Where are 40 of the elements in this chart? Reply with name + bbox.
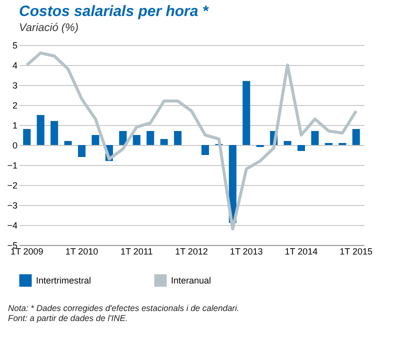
bar xyxy=(119,131,127,145)
bar xyxy=(160,139,168,145)
legend-label: Intertrimestral xyxy=(36,276,92,286)
y-tick-label: −2 xyxy=(7,180,18,190)
bar xyxy=(92,135,100,145)
x-tick-label: 1T 2013 xyxy=(230,246,263,256)
bar xyxy=(132,135,140,145)
legend-label: Interanual xyxy=(171,276,212,286)
y-tick-label: 4 xyxy=(12,60,18,70)
y-tick-label: 3 xyxy=(12,80,18,90)
bar xyxy=(311,131,319,145)
x-tick-label: 1T 2010 xyxy=(65,246,98,256)
x-tick-label: 1T 2011 xyxy=(120,246,153,256)
y-tick-label: 5 xyxy=(12,40,18,50)
bar xyxy=(50,121,58,145)
y-tick-label: −4 xyxy=(7,220,18,230)
y-tick-label: 2 xyxy=(12,100,18,110)
bar xyxy=(23,129,31,145)
chart-title: Costos salarials per hora * xyxy=(19,3,210,20)
text: Nota: * Dades corregides d'efectes estacionals i de calendari. xyxy=(8,303,240,313)
bar xyxy=(174,131,182,145)
bar xyxy=(352,129,360,145)
x-tick-label: 1T 2012 xyxy=(175,246,208,256)
bar xyxy=(64,141,72,145)
bar xyxy=(297,145,306,151)
text: Font: a partir de dades de l'INE. xyxy=(8,313,129,323)
y-tick-label: −3 xyxy=(7,200,18,210)
bar xyxy=(146,131,154,145)
y-tick-label: 1 xyxy=(12,120,18,130)
bar xyxy=(284,141,292,145)
bar xyxy=(201,145,209,155)
line-series xyxy=(25,52,358,230)
x-tick-label: 1T 2014 xyxy=(284,246,318,256)
bar xyxy=(78,145,86,157)
bar xyxy=(36,115,44,145)
chart-subtitle: Variació (%) xyxy=(19,22,79,34)
y-tick-label: 0 xyxy=(12,140,18,150)
y-tick-label: −1 xyxy=(7,160,18,170)
bar xyxy=(242,81,250,145)
x-tick-label: 1T 2015 xyxy=(340,246,373,256)
